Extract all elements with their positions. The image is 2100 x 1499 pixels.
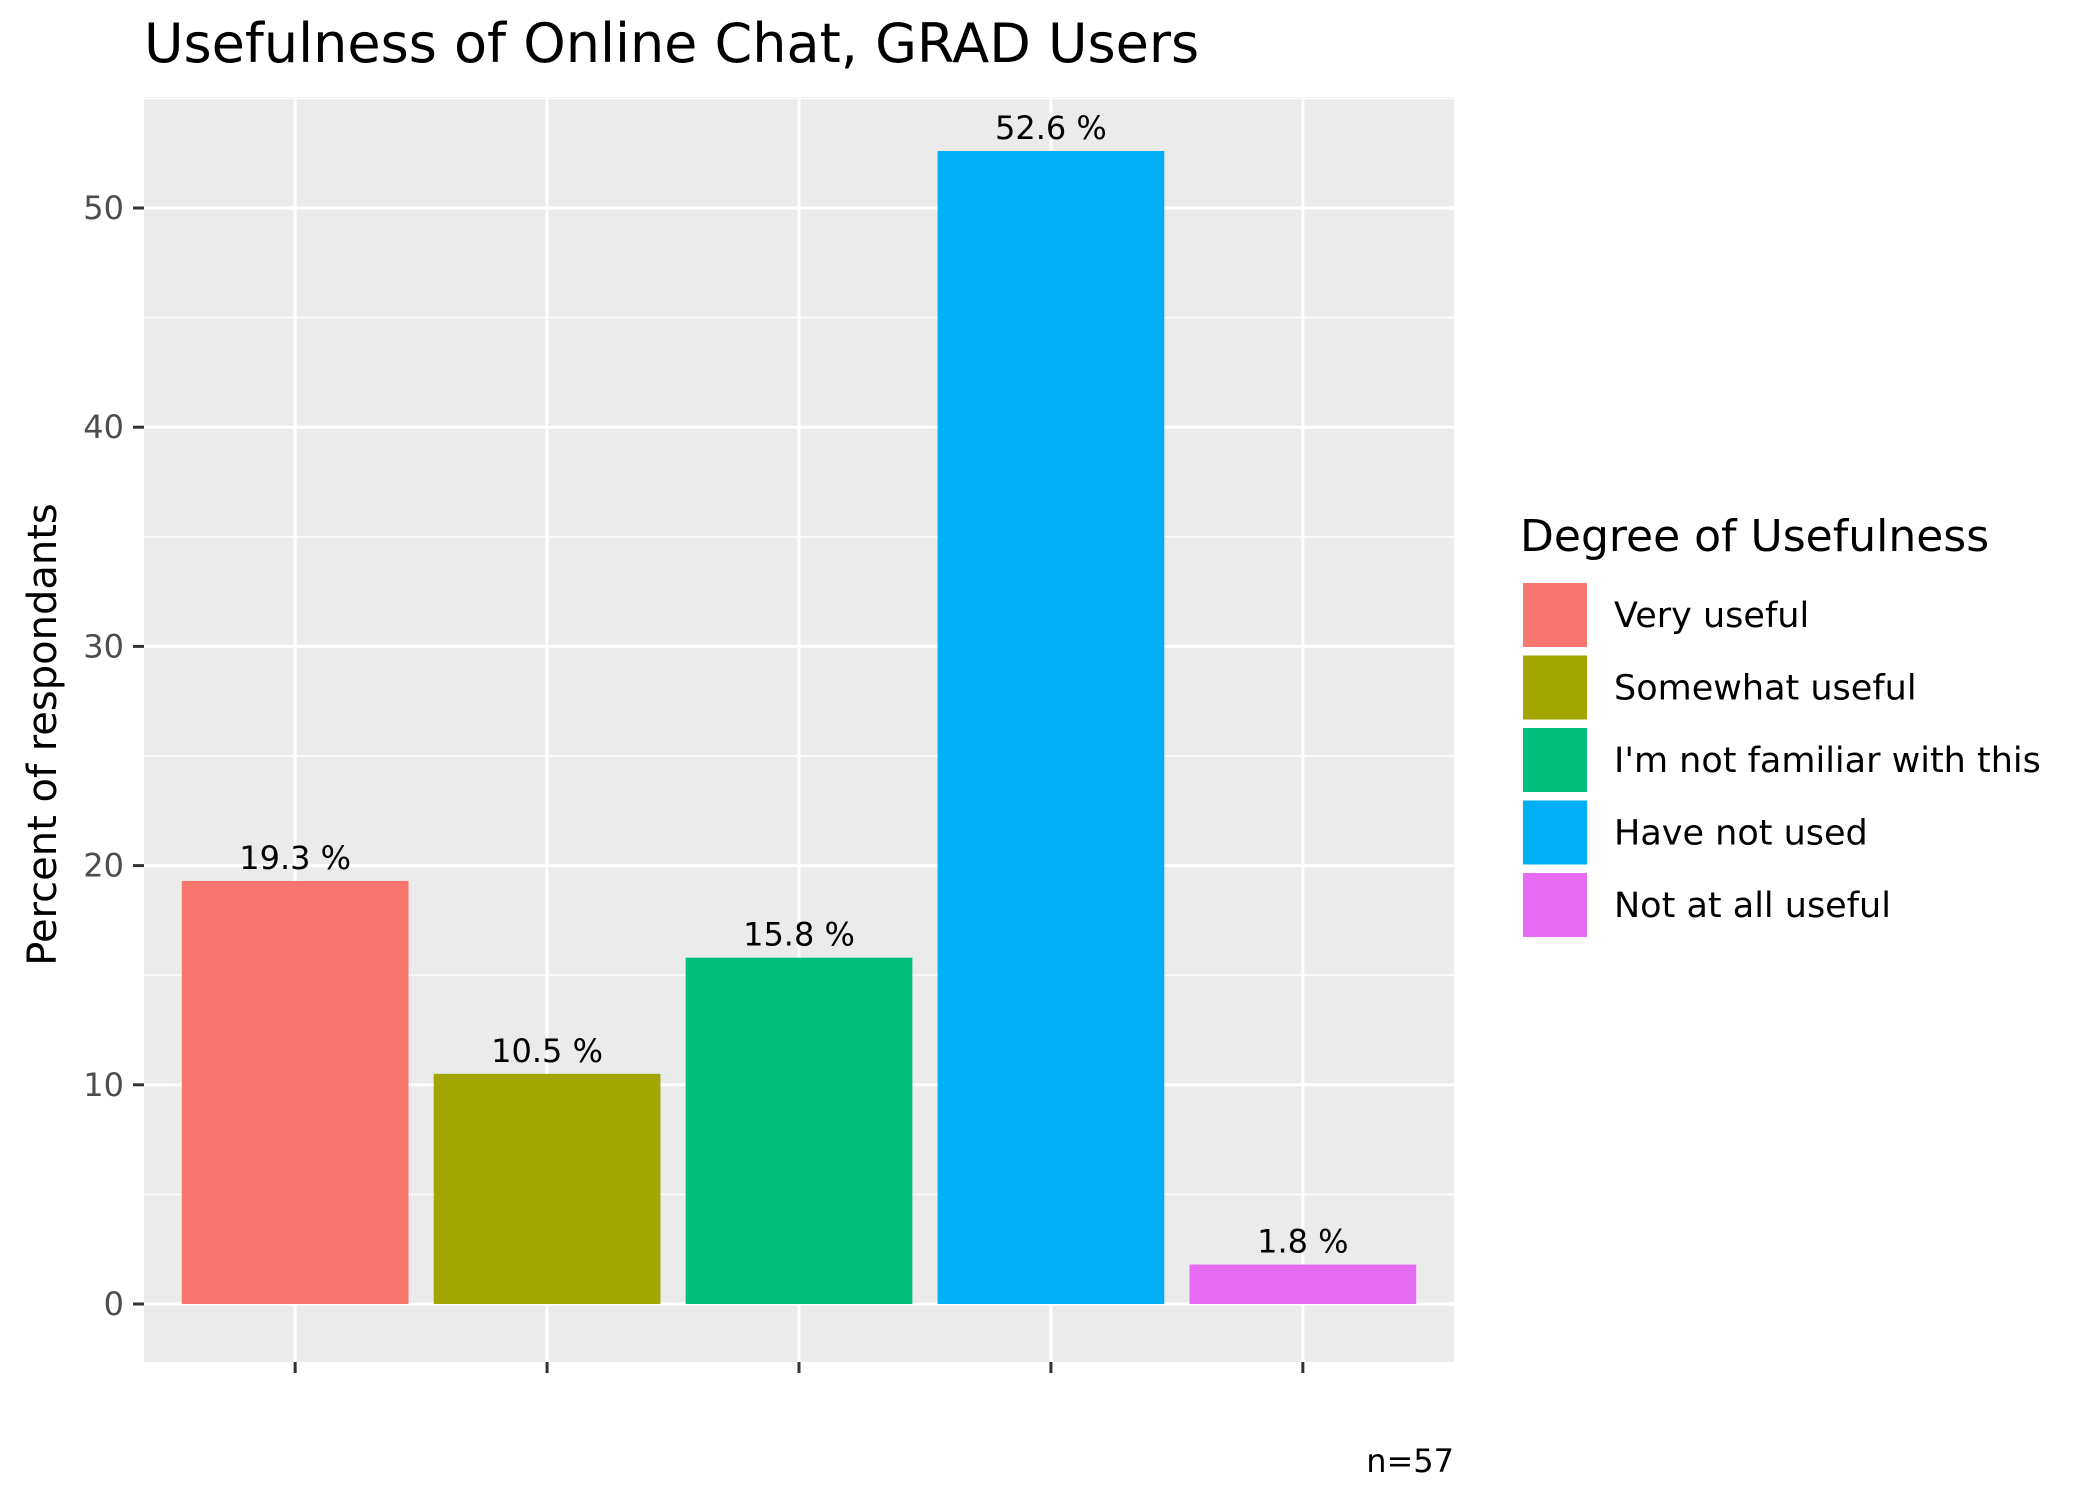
data-label-1: 19.3 % — [239, 839, 351, 877]
legend-swatch-2 — [1521, 653, 1589, 722]
bar-5 — [1189, 1264, 1417, 1304]
bars — [181, 151, 1417, 1304]
y-tick-label: 10 — [83, 1066, 124, 1104]
data-label-3: 15.8 % — [743, 916, 855, 954]
legend-swatch-3 — [1521, 726, 1589, 794]
axes: 0 10 20 30 40 50 — [83, 189, 1305, 1373]
caption: n=57 — [1366, 1442, 1454, 1480]
data-label-4: 52.6 % — [995, 109, 1107, 147]
legend-swatch-4 — [1521, 798, 1589, 867]
legend: Degree of Usefulness Very useful Somewhat… — [1520, 511, 2041, 939]
legend-swatch-1 — [1521, 581, 1589, 649]
bar-3 — [685, 957, 913, 1304]
y-tick-label: 50 — [83, 189, 124, 227]
y-tick-label: 40 — [83, 408, 124, 446]
y-tick-label: 30 — [83, 627, 124, 665]
legend-label-3: I'm not familiar with this — [1614, 741, 2041, 781]
y-axis-title: Percent of respondants — [20, 503, 66, 966]
legend-label-5: Not at all useful — [1614, 886, 1891, 926]
chart-title: Usefulness of Online Chat, GRAD Users — [144, 12, 1199, 75]
bar-2 — [433, 1073, 661, 1304]
bar-1 — [181, 880, 409, 1304]
data-labels: 19.3 % 10.5 % 15.8 % 52.6 % 1.8 % — [239, 109, 1348, 1261]
legend-title: Degree of Usefulness — [1520, 511, 1989, 562]
bar-4 — [937, 151, 1165, 1304]
legend-label-4: Have not used — [1614, 814, 1868, 854]
data-label-2: 10.5 % — [491, 1032, 603, 1070]
legend-label-1: Very useful — [1614, 596, 1809, 636]
y-tick-label: 0 — [104, 1285, 124, 1323]
y-tick-label: 20 — [83, 847, 124, 885]
legend-swatch-5 — [1521, 871, 1589, 939]
legend-label-2: Somewhat useful — [1614, 669, 1917, 709]
data-label-5: 1.8 % — [1257, 1223, 1348, 1261]
